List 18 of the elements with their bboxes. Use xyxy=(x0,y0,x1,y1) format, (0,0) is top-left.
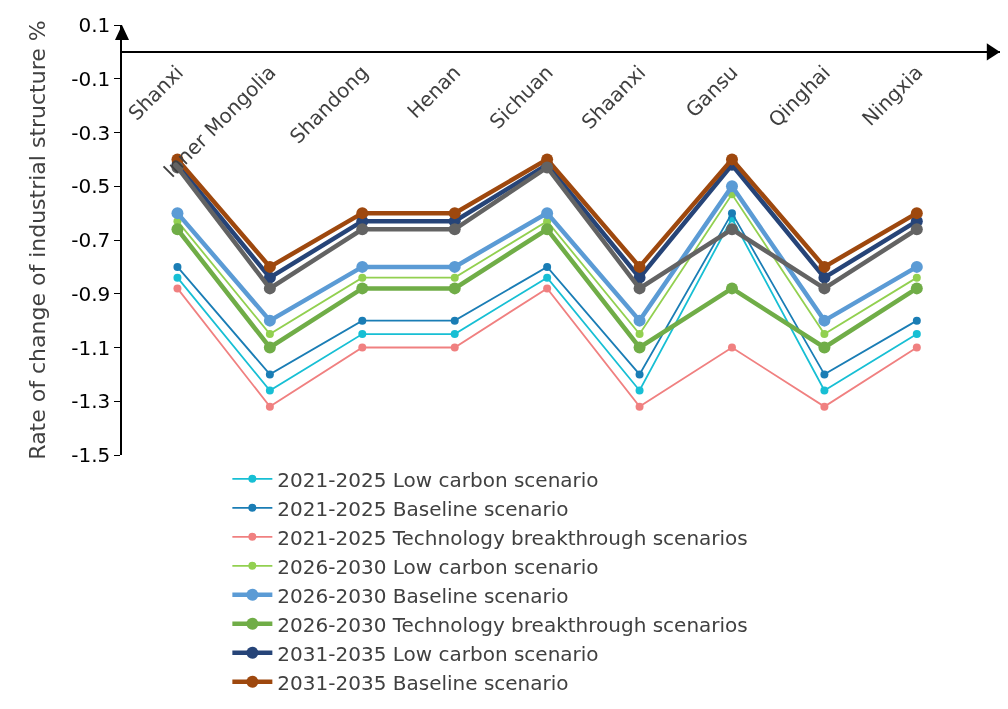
legend-label: 2031-2035 Low carbon scenario xyxy=(277,641,599,666)
legend-label: 2026-2030 Baseline scenario xyxy=(277,583,569,608)
legend-label: 2026-2030 Technology breakthrough scenarios xyxy=(277,612,748,637)
legend-label: 2026-2030 Low carbon scenario xyxy=(277,554,599,579)
y-tick-label: -1.3 xyxy=(71,389,111,414)
legend-label: 2021-2025 Low carbon scenario xyxy=(277,467,599,492)
legend-label: 2031-2035 Baseline scenario xyxy=(277,670,569,695)
y-tick-label: -0.5 xyxy=(71,174,111,199)
y-tick-label: -1.5 xyxy=(71,443,111,467)
legend-label: 2021-2025 Baseline scenario xyxy=(277,496,569,521)
y-tick-label: -0.9 xyxy=(71,281,111,306)
legend-label: 2021-2025 Technology breakthrough scenarios xyxy=(277,525,748,550)
y-axis-title: Rate of change of industrial structure % xyxy=(24,20,50,460)
y-tick-label: -0.1 xyxy=(71,66,111,91)
y-tick-label: 0.1 xyxy=(78,13,111,37)
y-tick-label: -0.7 xyxy=(71,228,111,252)
y-tick-label: -1.1 xyxy=(71,335,111,360)
y-tick-label: -0.3 xyxy=(71,120,111,145)
